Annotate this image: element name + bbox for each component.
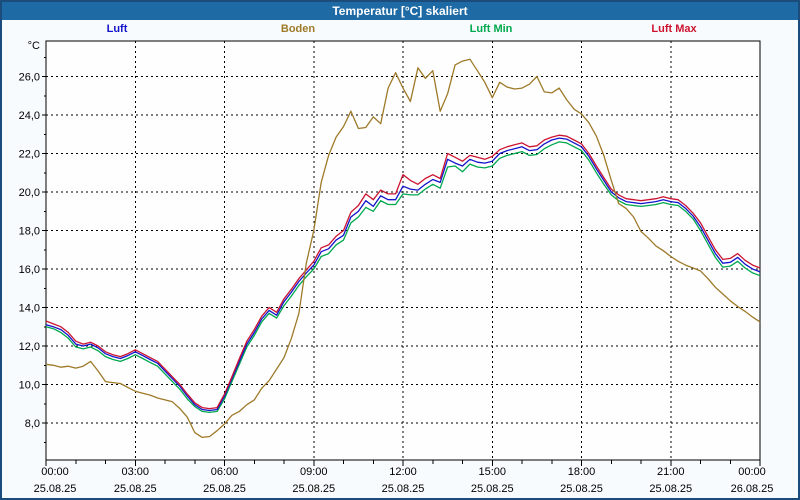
series-line-luft-min (45, 141, 761, 414)
window-titlebar[interactable]: Temperatur [°C] skaliert (2, 2, 798, 20)
window-title: Temperatur [°C] skaliert (332, 4, 468, 18)
x-axis-time-label: 09:00 (300, 466, 328, 478)
legend-item-boden: Boden (280, 23, 316, 35)
y-axis-unit: °C (28, 40, 40, 52)
x-axis-time-label: 06:00 (211, 466, 239, 478)
y-axis-label: 18,0 (19, 226, 40, 238)
x-axis-date-label: 25.08.25 (292, 483, 335, 495)
y-axis-label: 26,0 (19, 72, 40, 84)
y-axis-label: 20,0 (19, 187, 40, 199)
y-axis-label: 10,0 (19, 380, 40, 392)
series-line-luft (45, 137, 761, 412)
x-axis-date-label: 26.08.25 (731, 483, 774, 495)
series-line-luft-max (45, 134, 761, 410)
x-axis-time-label: 00:00 (738, 466, 766, 478)
x-axis-time-label: 21:00 (657, 466, 685, 478)
x-axis-date-label: 25.08.25 (203, 483, 246, 495)
legend-item-luft-max: Luft Max (651, 23, 697, 35)
y-axis-label: 16,0 (19, 264, 40, 276)
series-line-boden (45, 58, 761, 439)
x-axis-date-label: 25.08.25 (114, 483, 157, 495)
x-axis-time-label: 15:00 (478, 466, 506, 478)
x-axis-date-label: 25.08.25 (560, 483, 603, 495)
y-axis-label: 8,0 (25, 418, 40, 430)
plot-area (46, 41, 760, 460)
legend-item-luft: Luft (106, 23, 128, 35)
x-axis-time-label: 18:00 (568, 466, 596, 478)
x-axis-time-label: 03:00 (121, 466, 149, 478)
y-axis-label: 12,0 (19, 341, 40, 353)
x-axis-date-label: 25.08.25 (382, 483, 425, 495)
y-axis-label: 22,0 (19, 149, 40, 161)
y-axis-label: 14,0 (19, 303, 40, 315)
x-axis-date-label: 25.08.25 (34, 483, 77, 495)
x-axis-date-label: 25.08.25 (649, 483, 692, 495)
legend-item-luft-min: Luft Min (469, 23, 513, 35)
x-axis-time-label: 00:00 (41, 466, 69, 478)
x-axis-time-label: 12:00 (389, 466, 417, 478)
y-axis-label: 24,0 (19, 110, 40, 122)
x-axis-date-label: 25.08.25 (471, 483, 514, 495)
